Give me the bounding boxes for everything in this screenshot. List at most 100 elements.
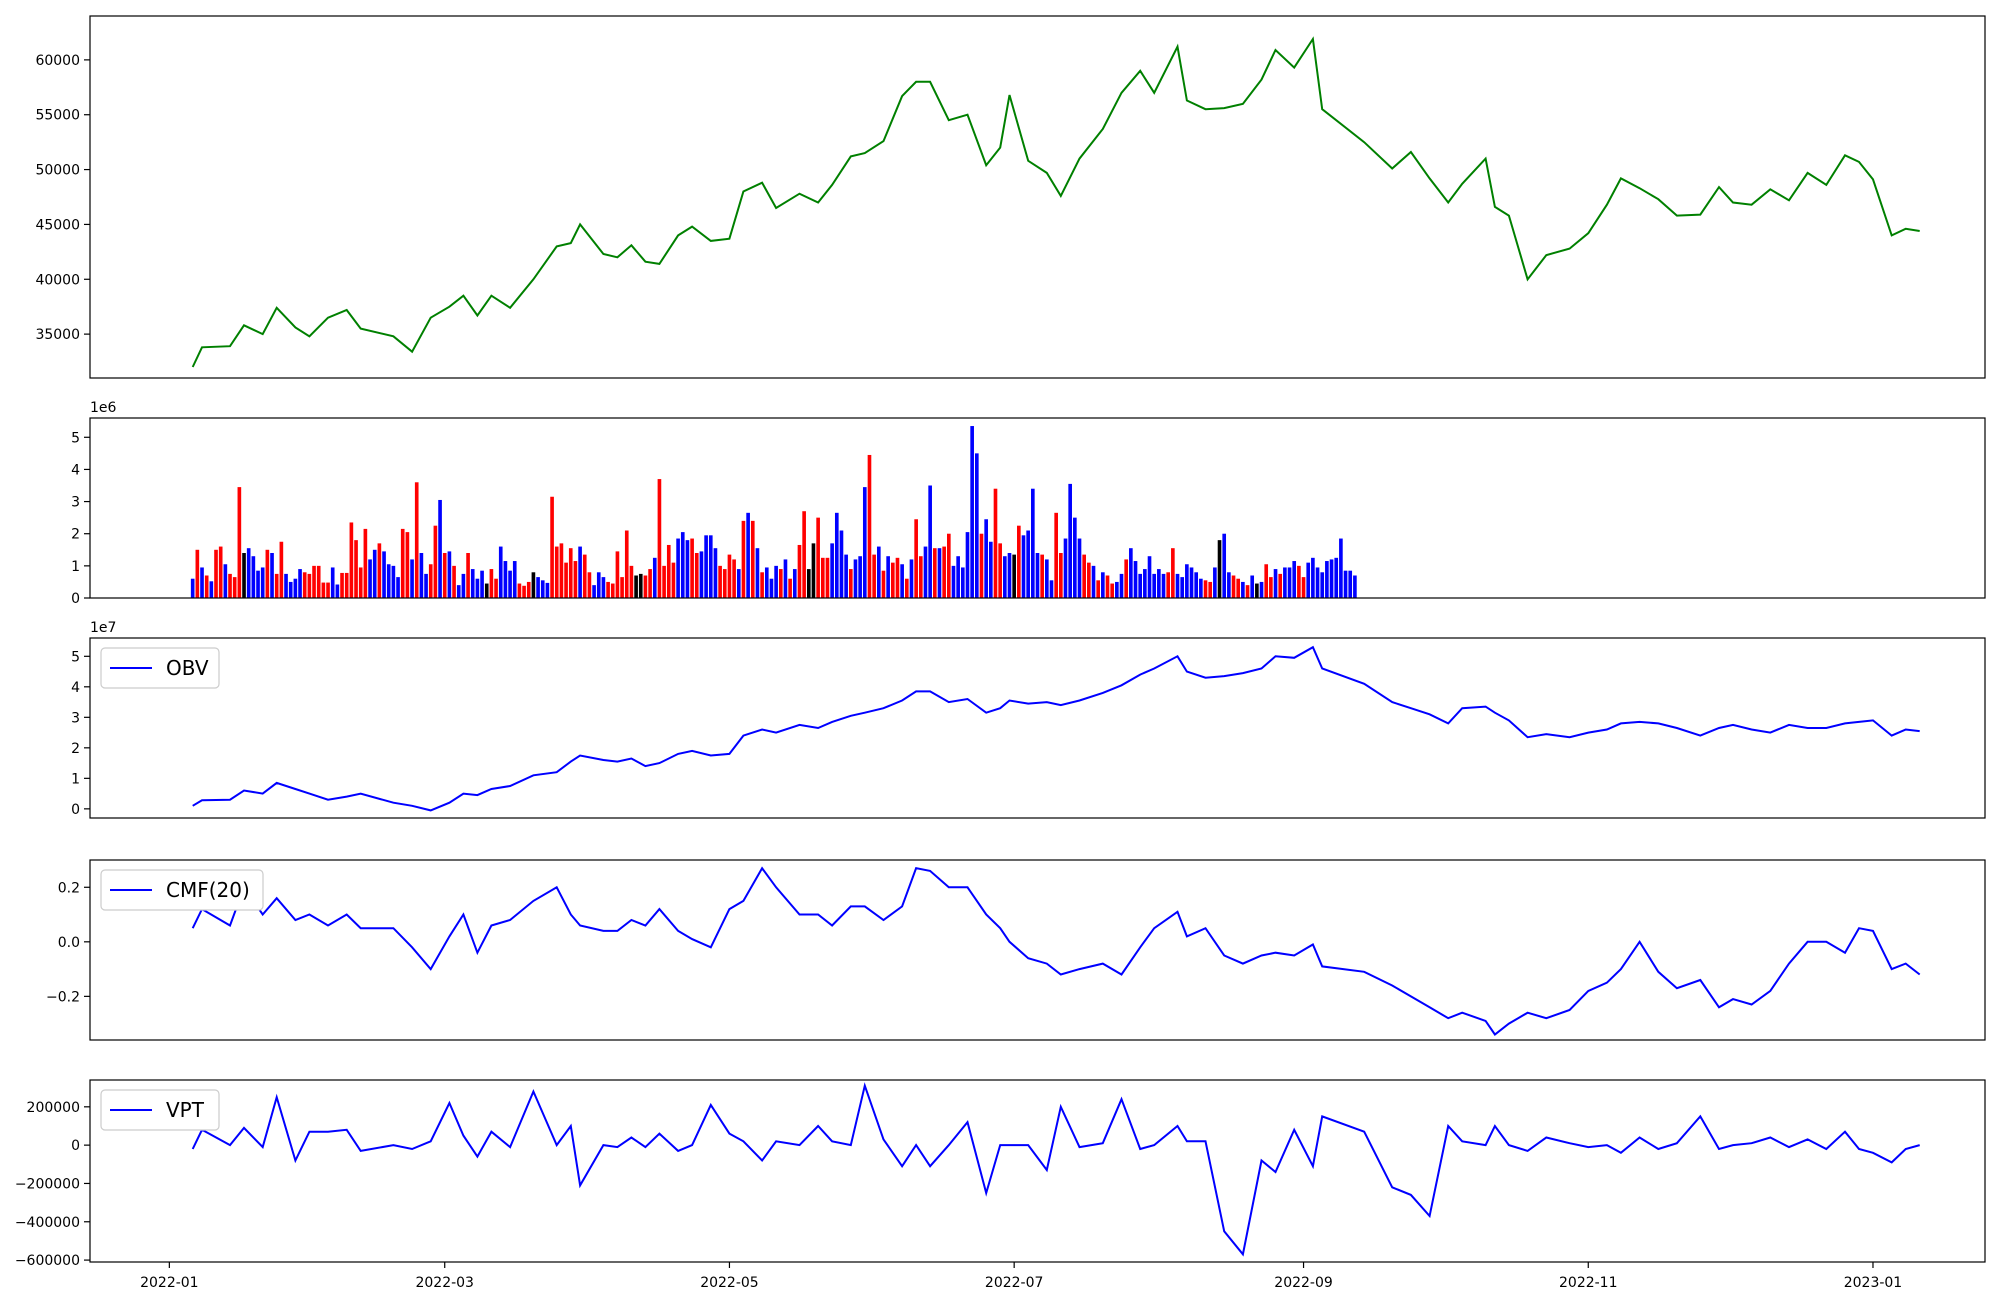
price-series-line <box>191 36 1920 368</box>
obv-ytick-label: 4 <box>71 680 80 696</box>
volume-frame <box>89 417 1986 599</box>
volume-bar <box>643 575 648 598</box>
volume-bar <box>456 585 461 598</box>
volume-bar <box>918 556 923 598</box>
volume-bar <box>1152 573 1157 598</box>
price-ytick-label: 55000 <box>35 108 80 124</box>
volume-bar <box>1031 488 1035 598</box>
volume-bar <box>223 564 228 598</box>
volume-bar <box>727 554 732 598</box>
volume-bar <box>349 522 354 598</box>
volume-bar <box>989 541 993 598</box>
volume-bar <box>1021 535 1026 598</box>
volume-bar <box>592 585 596 598</box>
volume-bar <box>657 479 662 598</box>
x-tick-label: 2022-05 <box>700 1275 759 1291</box>
volume-bar <box>447 551 452 598</box>
volume-bar <box>830 543 834 598</box>
volume-bar <box>1325 561 1329 598</box>
volume-bar <box>788 578 792 598</box>
volume-bar <box>797 544 802 598</box>
volume-bar <box>405 532 410 598</box>
volume-bar <box>582 554 587 598</box>
volume-bar <box>1227 572 1231 598</box>
volume-bar <box>662 565 666 598</box>
volume-bar <box>680 532 685 598</box>
volume-bar <box>1045 559 1049 598</box>
cmf-ytick-label: 0.2 <box>58 880 80 896</box>
x-tick-label: 2022-11 <box>1559 1275 1618 1291</box>
volume-bar <box>298 569 302 598</box>
volume-bar <box>260 567 265 598</box>
volume-bar <box>998 543 1002 598</box>
volume-bar <box>540 580 545 598</box>
price-panel: 35000 40000 45000 50000 55000 60000 <box>35 15 1986 379</box>
x-tick-label: 2022-07 <box>985 1275 1044 1291</box>
volume-bar <box>1353 575 1357 598</box>
volume-bar <box>755 548 760 598</box>
volume-bar <box>848 569 853 598</box>
volume-bar <box>956 556 960 598</box>
price-ytick-label: 40000 <box>35 272 80 288</box>
volume-bar <box>951 565 956 598</box>
volume-bar <box>1138 573 1142 598</box>
vpt-frame <box>89 1079 1986 1263</box>
volume-bar <box>634 575 638 598</box>
volume-ytick-label: 0 <box>71 591 80 607</box>
volume-bar <box>1306 562 1311 598</box>
volume-bar <box>377 543 382 598</box>
volume-bar <box>638 573 643 598</box>
volume-bar <box>232 577 237 598</box>
volume-bar <box>526 581 531 598</box>
volume-bar <box>1241 581 1245 598</box>
volume-bar <box>792 569 797 598</box>
volume-bar <box>330 567 335 598</box>
volume-bar <box>363 528 368 598</box>
volume-bar <box>923 546 928 598</box>
obv-ytick-label: 5 <box>71 649 80 665</box>
volume-bar <box>1026 530 1030 598</box>
volume-bar <box>1348 570 1353 598</box>
obv-legend-box <box>100 647 220 689</box>
volume-bar <box>242 553 246 598</box>
volume-bar <box>386 564 391 598</box>
volume-bar <box>428 564 433 598</box>
volume-bar <box>438 499 442 598</box>
volume-bar <box>1059 553 1063 598</box>
volume-bar <box>400 528 405 598</box>
volume-bar <box>545 582 550 598</box>
volume-bar <box>573 561 578 598</box>
cmf-frame <box>89 859 1986 1041</box>
volume-bar <box>1301 577 1306 598</box>
obv-panel: 0 1 2 3 4 5 1e7 OBV <box>71 620 1986 819</box>
volume-bar <box>410 559 414 598</box>
price-ytick-label: 50000 <box>35 163 80 179</box>
volume-bar <box>508 570 512 598</box>
volume-bar <box>419 553 424 598</box>
volume-bar <box>853 559 858 598</box>
price-ytick-label: 35000 <box>35 327 80 343</box>
volume-bar <box>195 549 200 598</box>
volume-bar <box>484 583 489 598</box>
volume-bar <box>396 577 400 598</box>
volume-bar <box>704 535 708 598</box>
volume-bar <box>1054 512 1058 598</box>
volume-bar <box>1007 553 1012 598</box>
volume-bar <box>652 557 657 598</box>
volume-bar <box>1185 564 1189 598</box>
volume-bar <box>666 544 671 598</box>
volume-bar <box>1115 581 1119 598</box>
volume-bar <box>536 577 540 598</box>
volume-bar <box>218 546 223 598</box>
volume-bar <box>975 453 979 598</box>
volume-bar <box>316 565 321 598</box>
volume-bar <box>587 572 592 598</box>
x-tick-label: 2022-01 <box>140 1275 199 1291</box>
volume-bar <box>1124 559 1128 598</box>
volume-bar <box>214 549 218 598</box>
volume-bar <box>517 583 522 598</box>
vpt-legend-box <box>100 1089 220 1131</box>
obv-series-line <box>192 645 1920 812</box>
volume-bar <box>1311 557 1315 598</box>
volume-bar <box>578 546 582 598</box>
